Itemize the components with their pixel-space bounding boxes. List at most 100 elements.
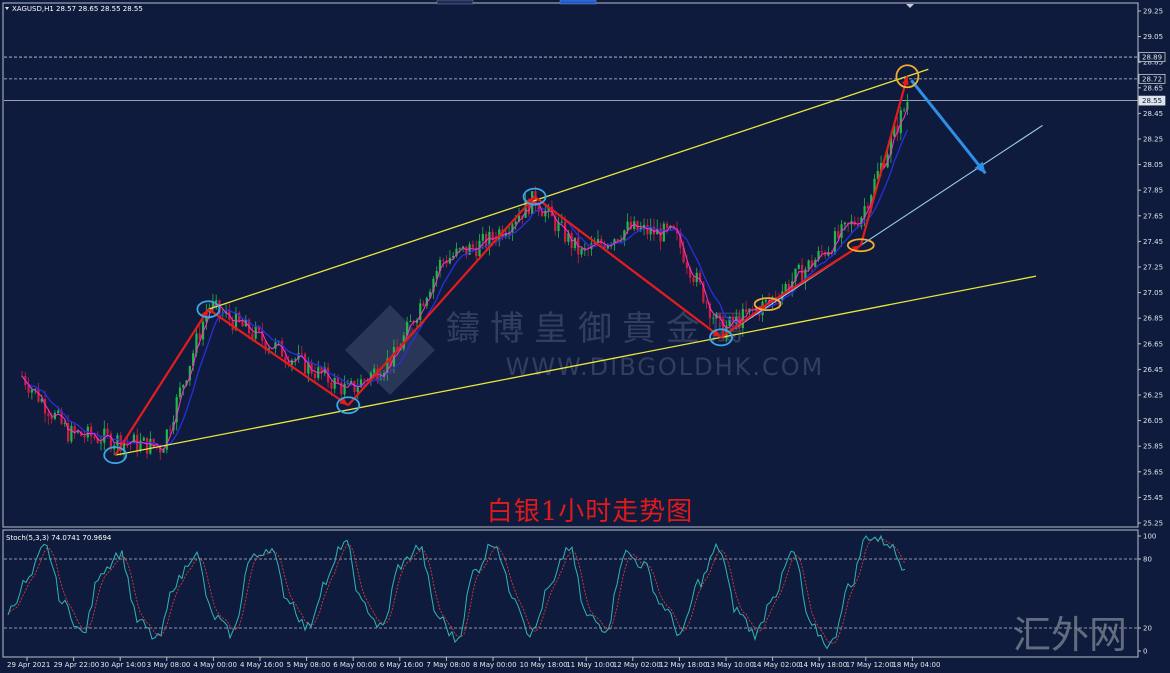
candle-body (297, 353, 300, 360)
candle-body (596, 239, 600, 243)
candle-body (616, 239, 619, 241)
candle-body (504, 233, 507, 237)
candle-body (389, 358, 392, 367)
swing-arrowhead (851, 245, 861, 253)
price-tick-label: 28.85 (1143, 59, 1163, 67)
candle-body (290, 360, 293, 365)
candle-body (241, 321, 244, 327)
candle-body (251, 333, 254, 339)
candle-body (198, 333, 201, 340)
candle-body (794, 268, 797, 282)
candle-body (234, 312, 238, 330)
candle-body (261, 330, 264, 341)
time-tick-label: 13 May 10:00 (706, 661, 754, 669)
blue-circle-marker (522, 187, 547, 206)
price-tick-label: 26.65 (1143, 340, 1163, 348)
candle-body (70, 425, 73, 442)
symbol-header: XAGUSD,H1 28.57 28.65 28.55 28.55 (12, 5, 143, 13)
candle-body (445, 260, 448, 264)
swing-arrowhead (712, 329, 721, 338)
candle-body (422, 303, 425, 306)
candle-body (162, 449, 165, 453)
candle-body (689, 268, 692, 278)
time-tick-label: 3 May 08:00 (147, 661, 191, 669)
candle-body (636, 221, 639, 231)
candle-body (619, 240, 623, 242)
candle-body (468, 244, 471, 255)
blue-circle-marker (196, 300, 221, 319)
candle-body (524, 199, 527, 218)
candle-body (698, 272, 702, 283)
price-tick-label: 28.05 (1143, 161, 1163, 169)
candle-body (343, 383, 346, 395)
watermark-url: WWW.DIBGOLDHK.COM (506, 353, 825, 381)
blue-circle-marker (336, 396, 361, 415)
price-tick-label: 28.45 (1143, 110, 1163, 118)
chevron-down-icon[interactable] (906, 4, 914, 8)
candle-body (666, 223, 669, 229)
candle-body (280, 340, 284, 357)
candle-body (682, 247, 685, 263)
candle-body (159, 446, 162, 453)
candle-body (267, 348, 270, 350)
candle-body (145, 437, 149, 454)
swing-arrowhead (901, 76, 909, 86)
candle-body (300, 353, 303, 354)
watermark-cn: 鑄博皇御貴金屬 (446, 309, 754, 349)
price-tag (1138, 95, 1166, 106)
candle-body (751, 308, 754, 311)
candle-body (491, 231, 494, 239)
time-tick-label: 29 Apr 22:00 (54, 661, 100, 669)
candle-body (30, 389, 33, 393)
candle-body (481, 233, 484, 241)
candle-body (642, 224, 646, 228)
candle-body (373, 368, 376, 373)
candle-body (511, 224, 514, 233)
stoch-axis: 100 80 20 0 (1138, 533, 1156, 656)
swing-arrowhead (526, 196, 535, 206)
time-tick-label: 29 Apr 2021 (7, 661, 50, 669)
candle-body (652, 226, 656, 235)
candle-body (438, 259, 442, 272)
candle-body (662, 223, 665, 242)
channel-upper-line (208, 68, 929, 310)
horizontal-lines (4, 56, 1138, 101)
time-tick-label: 8 May 00:00 (473, 661, 517, 669)
candle-body (132, 434, 136, 443)
candle-body (405, 322, 409, 336)
candle-body (83, 436, 86, 438)
candle-body (386, 358, 389, 373)
candle-body (369, 372, 372, 381)
candle-body (567, 232, 570, 242)
price-tick-label: 29.25 (1143, 8, 1163, 16)
time-tick-label: 6 May 16:00 (380, 661, 424, 669)
candle-body (471, 244, 475, 248)
candle-body (40, 398, 43, 402)
candle-body (257, 326, 261, 331)
candle-body (310, 362, 313, 374)
candle-body (820, 250, 823, 253)
candle-body (797, 264, 800, 269)
candle-body (580, 248, 583, 255)
price-tick-label: 25.85 (1143, 443, 1163, 451)
candle-body (47, 413, 50, 417)
candle-body (294, 359, 297, 361)
candle-body (353, 381, 356, 392)
candle-body (692, 277, 695, 283)
candle-body (37, 388, 40, 402)
candle-body (745, 308, 748, 313)
candle-body (175, 397, 178, 423)
time-tick-label: 30 Apr 14:00 (100, 661, 146, 669)
stoch-signal-line (7, 537, 906, 644)
orange-circle-marker (846, 238, 875, 253)
stoch-tick-label: 100 (1143, 533, 1156, 541)
stoch-main-line (7, 534, 906, 650)
candle-body (409, 320, 412, 323)
candle-body (735, 316, 738, 324)
candle-body (863, 206, 866, 218)
time-tick-label: 14 May 02:00 (753, 661, 801, 669)
candles (20, 94, 909, 460)
candle-body (396, 347, 399, 351)
candle-body (873, 178, 876, 196)
